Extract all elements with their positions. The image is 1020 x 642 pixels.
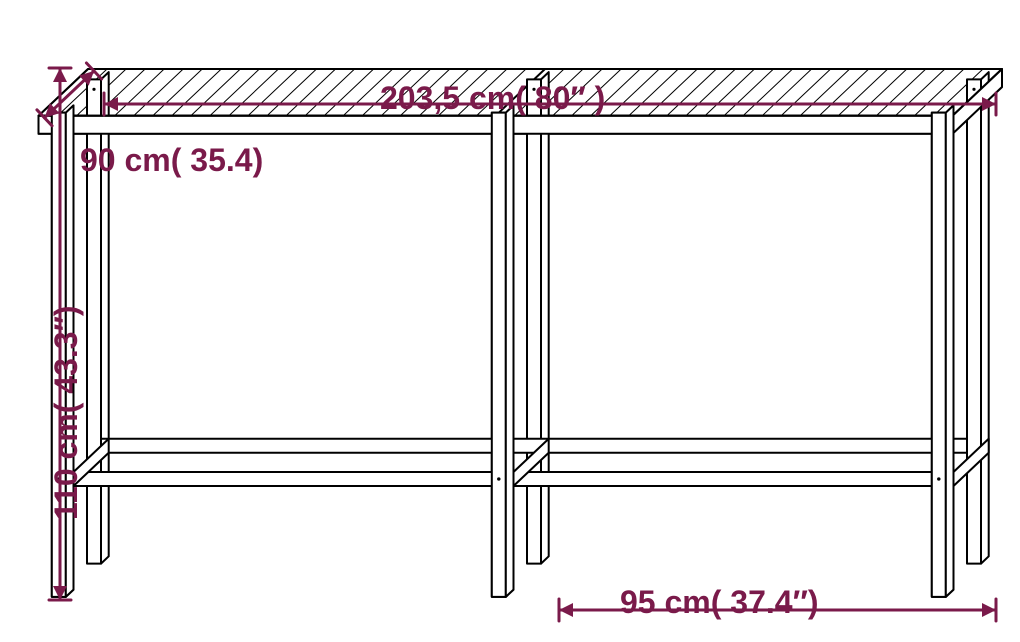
dimension-module-label: 95 cm( 37.4″): [620, 584, 819, 621]
dimension-depth-label: 90 cm( 35.4): [80, 142, 263, 179]
dimension-width-label: 203,5 cm( 80″ ): [380, 80, 605, 117]
dimension-height-label: 110 cm( 43.3″): [48, 305, 85, 520]
